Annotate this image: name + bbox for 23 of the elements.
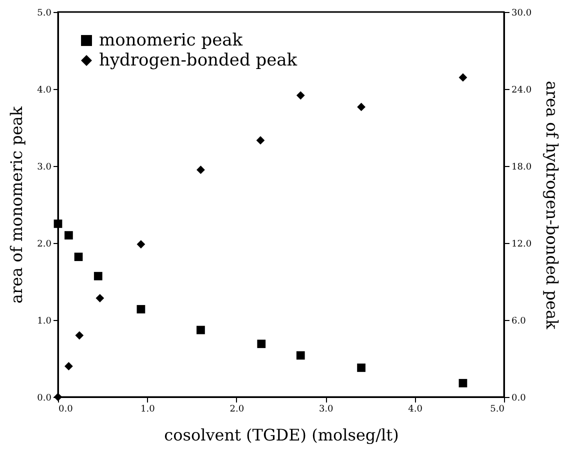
y-tick-label: 3.0 (37, 162, 52, 172)
y-tick-label: 5.0 (37, 8, 52, 18)
y-axis-title: area of monomeric peak (7, 106, 26, 304)
x-tick-label: 1.0 (140, 404, 156, 414)
y2-tick-label: 12.0 (512, 240, 532, 250)
x-tick-label: 5.0 (490, 404, 505, 414)
x-tick-label: 2.0 (230, 404, 244, 414)
y2-tick-label: 24.0 (512, 86, 532, 96)
y-tick-label: 1.0 (37, 316, 52, 326)
x-tick-label: 0.0 (58, 404, 74, 414)
y-tick-label: 0.0 (37, 394, 52, 404)
y2-tick-label: 30.0 (512, 8, 532, 18)
x-tick-label: 4.0 (408, 404, 423, 414)
y2-axis-title: area of hydrogen-bonded peak (542, 80, 562, 330)
y2-tick-label: 0.0 (512, 394, 526, 404)
y-tick-label: 4.0 (37, 86, 52, 96)
y2-tick-label: 18.0 (512, 162, 532, 172)
y-tick-label: 2.0 (37, 240, 52, 250)
legend-label: hydrogen-bonded peak (99, 50, 298, 70)
y2-tick-label: 6.0 (512, 316, 526, 326)
x-axis-title: cosolvent (TGDE) (molseg/lt) (164, 426, 399, 444)
legend-label: monomeric peak (99, 30, 244, 50)
x-tick-label: 3.0 (318, 404, 334, 414)
